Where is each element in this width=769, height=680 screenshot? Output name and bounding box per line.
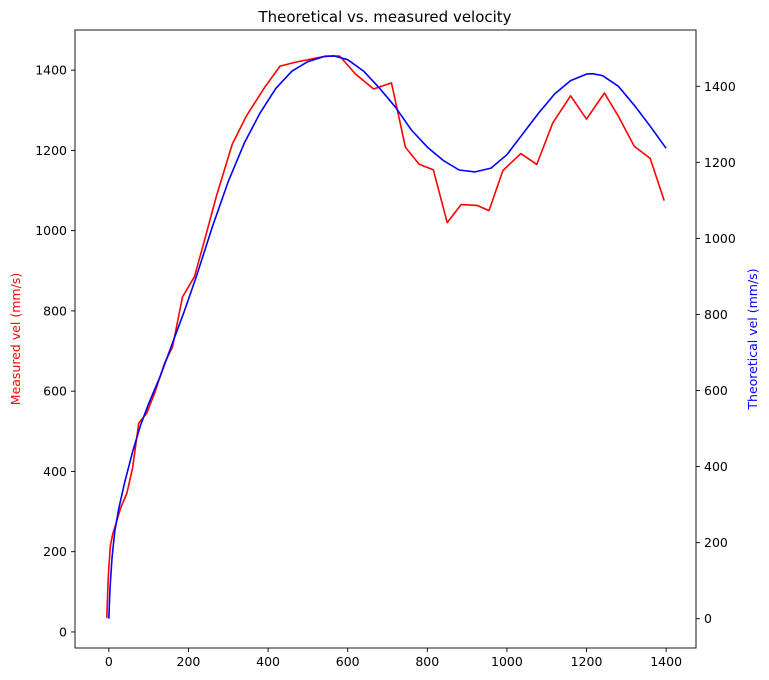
y-left-tick-label: 600 (43, 384, 67, 399)
y-right-tick-label: 600 (704, 383, 728, 398)
plot-background (75, 30, 696, 648)
x-tick-label: 1200 (571, 654, 603, 669)
plot-frame (74, 29, 697, 649)
y-left-tick-label: 1400 (35, 63, 67, 78)
x-tick-label: 800 (415, 654, 439, 669)
x-tick-label: 200 (177, 654, 201, 669)
y-right-tick-label: 1400 (704, 79, 736, 94)
x-tick-label: 1000 (491, 654, 523, 669)
y-left-tick-label: 200 (43, 544, 67, 559)
y-right-tick-label: 0 (704, 611, 712, 626)
series-layer (106, 55, 667, 619)
y-right-tick-label: 1200 (704, 155, 736, 170)
y-axis-left-label: Measured vel (mm/s) (8, 273, 23, 405)
y-left-tick-label: 1200 (35, 143, 67, 158)
y-left-tick-label: 0 (59, 624, 67, 639)
x-tick-label: 600 (336, 654, 360, 669)
y-left-tick-label: 800 (43, 303, 67, 318)
y-left-tick-label: 1000 (35, 223, 67, 238)
x-axis: 0 200 400 600 800 1000 1200 1400 (105, 648, 682, 669)
y-axis-right-label: Theoretical vel (mm/s) (745, 268, 760, 410)
y-right-tick-label: 200 (704, 535, 728, 550)
y-axis-left: 0 200 400 600 800 1000 1200 1400 (35, 63, 75, 639)
y-right-tick-label: 400 (704, 459, 728, 474)
theoretical-velocity-line (108, 55, 667, 619)
y-right-tick-label: 1000 (704, 231, 736, 246)
chart-title: Theoretical vs. measured velocity (257, 8, 511, 26)
x-tick-label: 400 (256, 654, 280, 669)
x-tick-label: 1400 (650, 654, 682, 669)
y-right-tick-label: 800 (704, 307, 728, 322)
x-tick-label: 0 (105, 654, 113, 669)
y-axis-right: 0 200 400 600 800 1000 1200 1400 (696, 79, 736, 626)
y-left-tick-label: 400 (43, 464, 67, 479)
